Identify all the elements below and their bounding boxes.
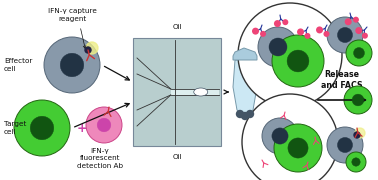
Text: IFN-γ
fluorescent
detection Ab: IFN-γ fluorescent detection Ab xyxy=(77,148,123,169)
Text: Oil: Oil xyxy=(172,154,182,160)
Circle shape xyxy=(346,152,366,172)
Circle shape xyxy=(288,138,308,158)
Circle shape xyxy=(354,132,360,138)
Circle shape xyxy=(297,28,304,35)
Circle shape xyxy=(353,17,359,23)
Circle shape xyxy=(327,127,363,163)
Circle shape xyxy=(44,37,100,93)
Bar xyxy=(133,38,221,146)
Ellipse shape xyxy=(194,88,208,96)
Circle shape xyxy=(60,53,84,77)
Circle shape xyxy=(338,138,353,153)
Circle shape xyxy=(274,20,281,27)
Circle shape xyxy=(338,27,353,42)
Circle shape xyxy=(14,100,70,156)
Circle shape xyxy=(272,35,324,87)
Circle shape xyxy=(352,94,364,106)
Circle shape xyxy=(86,107,122,143)
Circle shape xyxy=(344,86,372,114)
Circle shape xyxy=(346,40,372,66)
Text: IFN-γ capture
reagent: IFN-γ capture reagent xyxy=(48,8,96,21)
Circle shape xyxy=(242,94,338,180)
Circle shape xyxy=(246,111,254,118)
Circle shape xyxy=(86,42,98,54)
Text: Oil: Oil xyxy=(172,24,182,30)
Text: +: + xyxy=(77,122,87,134)
Circle shape xyxy=(260,31,266,37)
Circle shape xyxy=(316,26,323,33)
Circle shape xyxy=(238,3,342,107)
Circle shape xyxy=(242,112,248,120)
Circle shape xyxy=(287,50,309,72)
Circle shape xyxy=(258,27,298,67)
Circle shape xyxy=(345,18,352,25)
Circle shape xyxy=(269,38,287,56)
Circle shape xyxy=(237,111,243,118)
Circle shape xyxy=(304,33,310,39)
Circle shape xyxy=(353,48,364,58)
Text: Target
cell: Target cell xyxy=(4,121,26,135)
Circle shape xyxy=(355,128,365,138)
Circle shape xyxy=(324,31,330,37)
Circle shape xyxy=(274,124,322,172)
Circle shape xyxy=(262,118,298,154)
Circle shape xyxy=(30,116,54,140)
Circle shape xyxy=(97,118,111,132)
Polygon shape xyxy=(233,48,257,60)
Text: Effector
cell: Effector cell xyxy=(4,58,33,72)
Circle shape xyxy=(272,128,288,144)
Bar xyxy=(171,89,219,95)
Circle shape xyxy=(85,47,91,53)
Circle shape xyxy=(352,158,360,166)
Circle shape xyxy=(362,33,368,39)
Polygon shape xyxy=(233,60,257,116)
Circle shape xyxy=(355,27,362,34)
Text: Release
and FACS: Release and FACS xyxy=(321,70,363,90)
Circle shape xyxy=(327,17,363,53)
Circle shape xyxy=(282,19,288,25)
Circle shape xyxy=(252,28,259,35)
